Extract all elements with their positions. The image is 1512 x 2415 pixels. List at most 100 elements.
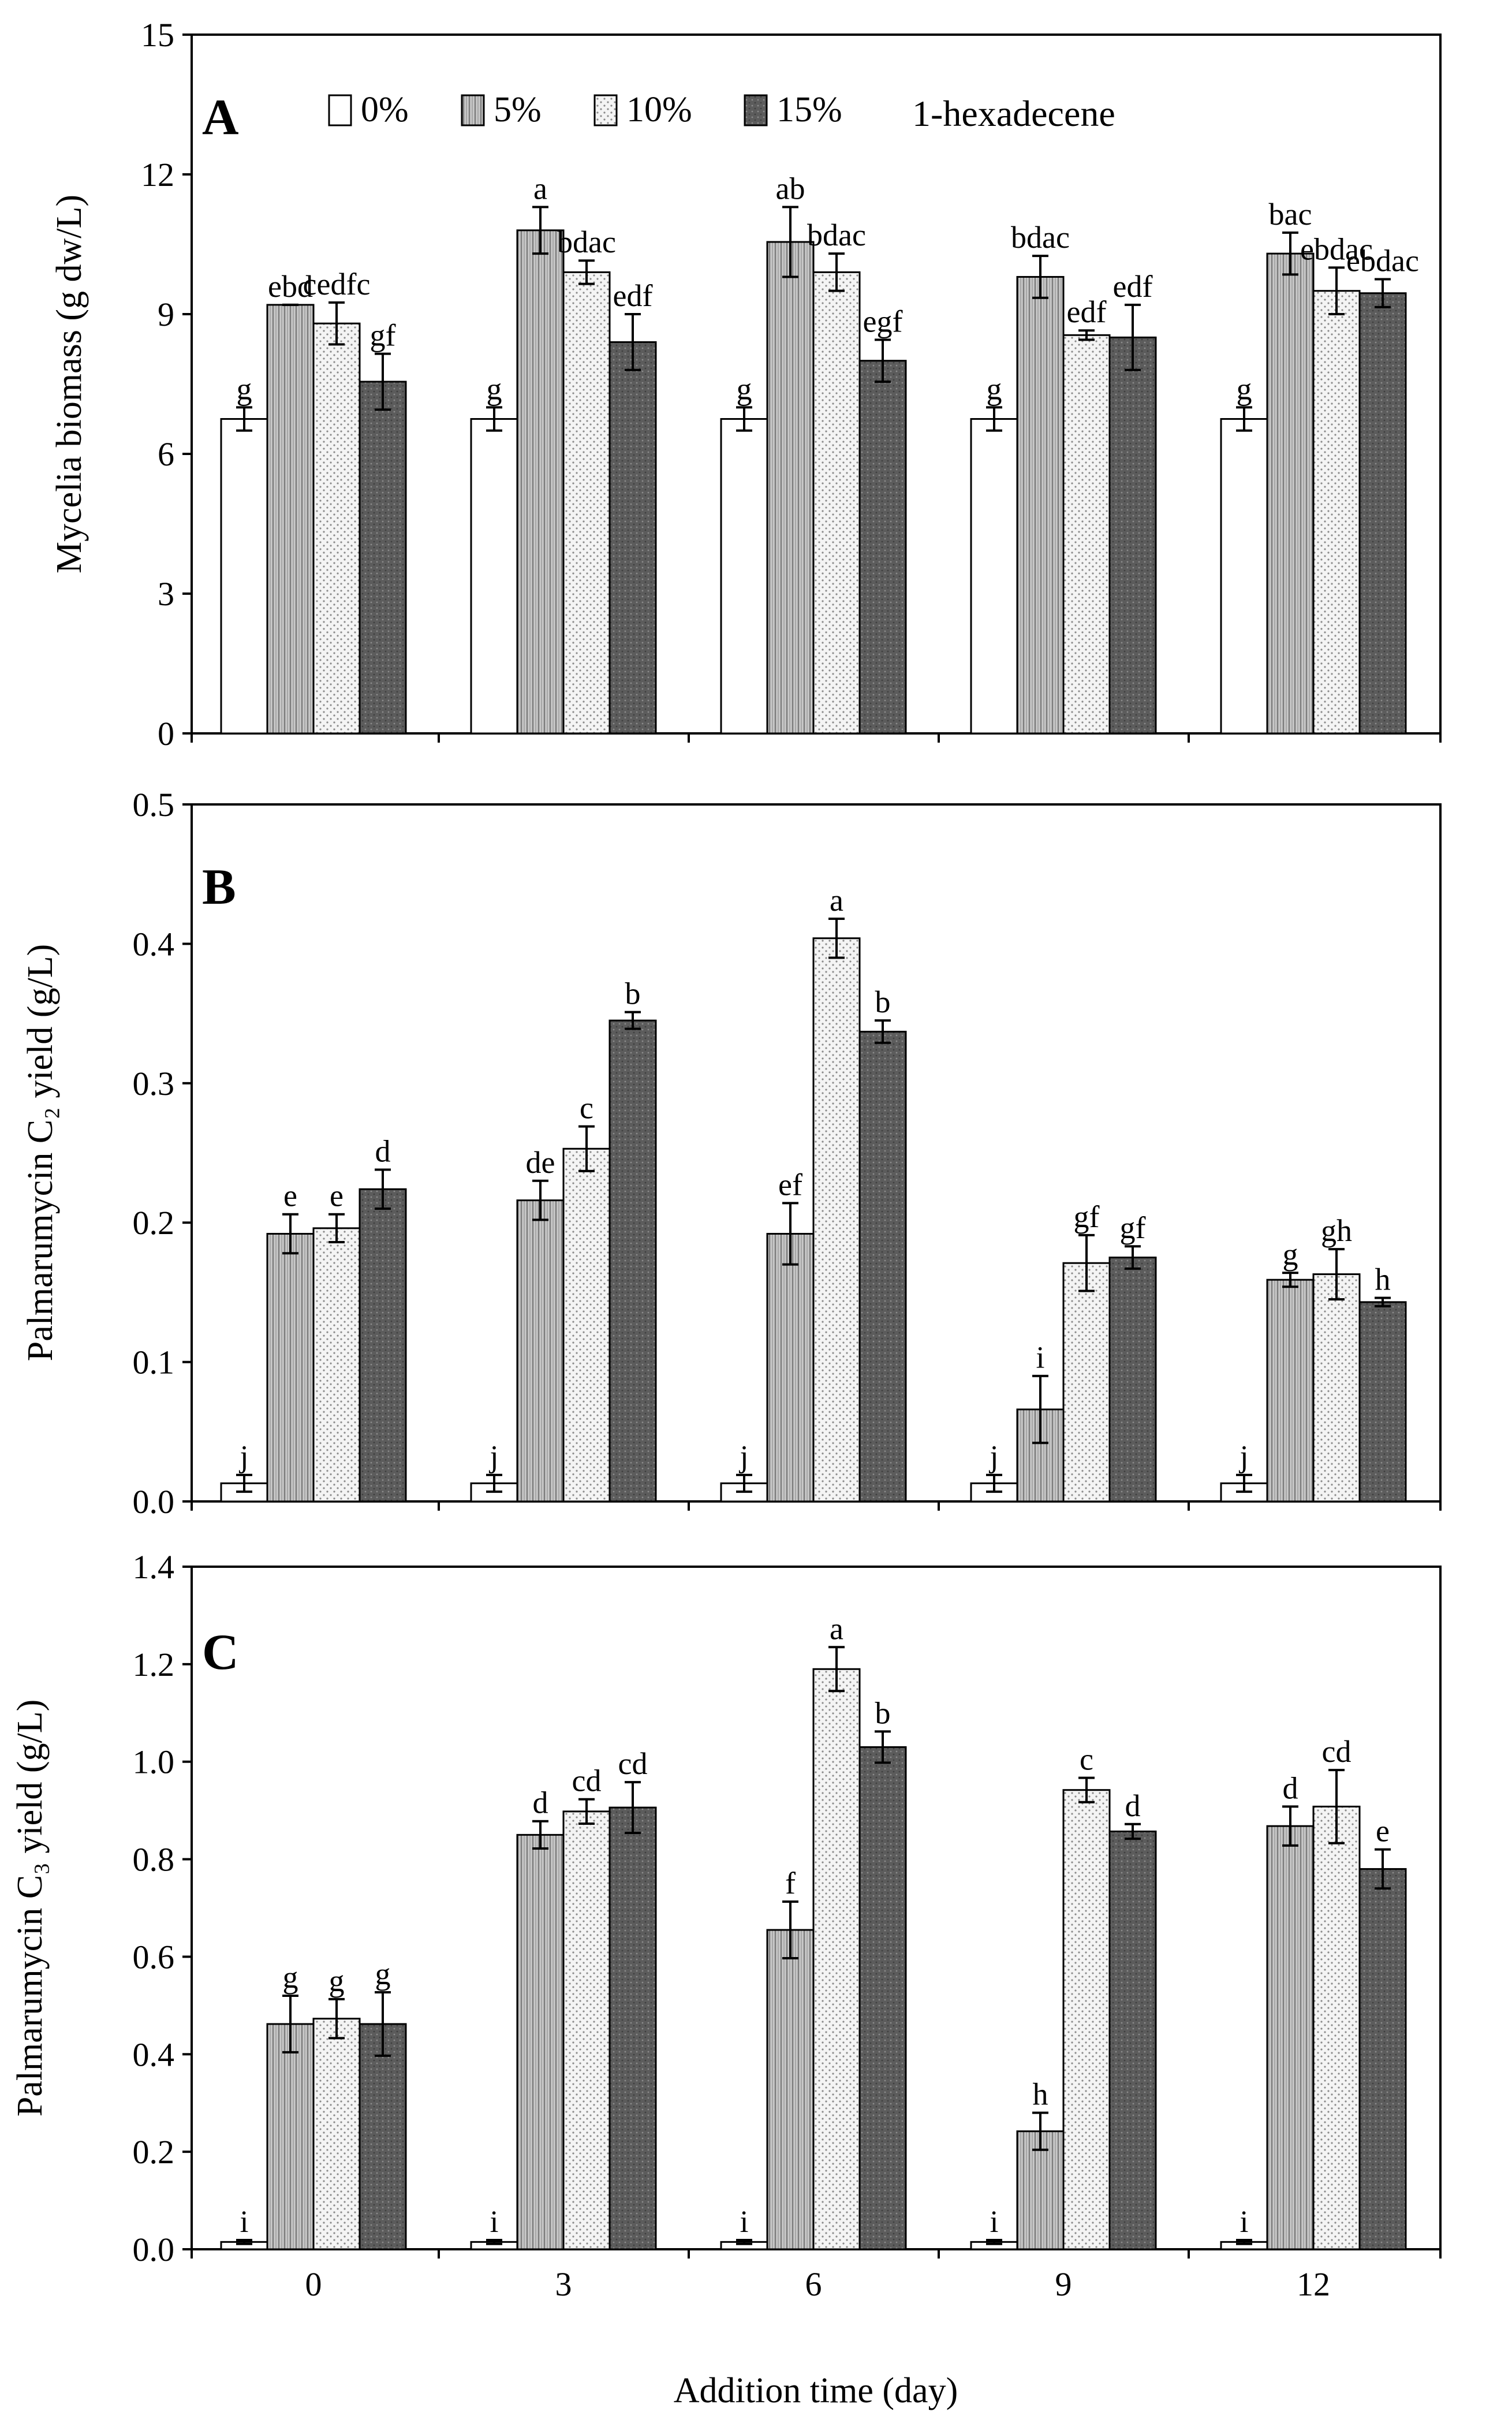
- significance-letter: edf: [1113, 269, 1153, 304]
- bar-5pct-day12: [1266, 1825, 1315, 2250]
- significance-letter: ebd: [268, 269, 313, 304]
- panel-c-y-axis-label: Palmarumycin C₃ yield (g/L): [10, 1700, 50, 2116]
- significance-letter: j: [238, 1439, 248, 1474]
- y-tick-label: 0.2: [133, 2133, 175, 2171]
- bar-0pct-day6: [720, 418, 768, 735]
- significance-letter: g: [375, 1956, 391, 1991]
- bar-5pct-day6: [766, 1929, 815, 2250]
- legend-label-5pct: 5%: [494, 90, 542, 129]
- y-tick-label: 15: [141, 16, 174, 54]
- y-tick-label: 6: [158, 435, 174, 473]
- significance-letter: d: [1283, 1771, 1298, 1805]
- bar-10pct-day0: [312, 2018, 361, 2250]
- bar-0pct-day0: [220, 418, 268, 735]
- bar-15pct-day3: [608, 1806, 657, 2250]
- error-bar: [736, 406, 752, 432]
- bar-0pct-day12: [1220, 418, 1268, 735]
- bar-5pct-day12: [1266, 1279, 1315, 1503]
- legend-swatch-15pct: [744, 94, 768, 126]
- error-bar: [1125, 1823, 1141, 1840]
- panel-a-y-ticks: 0 3 6 9 12 15: [141, 16, 192, 752]
- error-bar: [625, 1011, 641, 1030]
- significance-letter: ef: [778, 1167, 802, 1202]
- legend-label-10pct: 10%: [626, 90, 692, 129]
- legend-swatch-5pct: [461, 94, 485, 126]
- bar-10pct-day9: [1062, 1789, 1111, 2250]
- bar-10pct-day9: [1062, 1262, 1111, 1503]
- y-tick-label: 1.0: [133, 1743, 175, 1781]
- bar-10pct-day12: [1312, 1805, 1361, 2250]
- bar-5pct-day3: [516, 1833, 565, 2250]
- error-bar: [375, 352, 391, 411]
- error-bar: [328, 301, 345, 346]
- error-bar: [986, 1474, 1002, 1493]
- significance-letter: g: [283, 1960, 298, 1995]
- error-bar: [282, 1213, 298, 1255]
- error-bar: [986, 406, 1002, 432]
- bar-0pct-day9: [970, 418, 1018, 735]
- legend: 0% 5% 10% 15% 1-hexadecene: [328, 90, 1115, 134]
- bar-15pct-day3: [608, 1019, 657, 1503]
- significance-letter: de: [526, 1145, 555, 1180]
- significance-letter: i: [490, 2204, 498, 2239]
- bar-5pct-day6: [766, 241, 815, 735]
- error-bar: [1032, 255, 1048, 299]
- significance-letter: ab: [776, 171, 805, 206]
- bar-15pct-day0: [359, 1188, 407, 1503]
- bar-15pct-day3: [608, 341, 657, 735]
- significance-letter: g: [237, 371, 252, 406]
- significance-letter: ebdac: [1346, 244, 1419, 278]
- error-bar: [875, 1730, 891, 1764]
- error-bar: [782, 206, 798, 278]
- panel-c-label: C: [202, 1624, 239, 1680]
- significance-letter: j: [738, 1439, 748, 1474]
- significance-letter: cd: [1322, 1734, 1352, 1769]
- x-tick-label: 6: [805, 2265, 822, 2303]
- significance-letter: bdac: [807, 218, 866, 252]
- error-bar: [736, 1474, 752, 1493]
- significance-letter: i: [240, 2204, 248, 2239]
- significance-letter: gf: [1120, 1210, 1146, 1245]
- significance-letter: j: [988, 1439, 998, 1474]
- error-bar: [625, 313, 641, 371]
- error-bar: [1078, 329, 1095, 341]
- significance-letter: d: [375, 1134, 391, 1168]
- panel-c-y-ticks: 0.0 0.2 0.4 0.6 0.8 1.0 1.2 1.4: [133, 1548, 192, 2268]
- significance-letter: j: [1238, 1439, 1248, 1474]
- error-bar: [1078, 1233, 1095, 1292]
- bar-15pct-day12: [1358, 292, 1407, 735]
- significance-letter: cd: [618, 1746, 648, 1781]
- error-bar: [236, 406, 252, 432]
- significance-letter: h: [1033, 2077, 1048, 2112]
- panel-b-chart: B Palmarumycin C₂ yield (g/L) 0.00.10.20…: [21, 786, 1442, 1520]
- bar-15pct-day9: [1108, 336, 1157, 735]
- significance-letter: cedfc: [303, 267, 371, 301]
- legend-label-0pct: 0%: [361, 90, 409, 129]
- significance-letter: b: [625, 977, 641, 1011]
- significance-letter: egf: [863, 304, 903, 338]
- y-tick-label: 0.5: [133, 786, 175, 823]
- significance-letter: h: [1375, 1262, 1391, 1297]
- x-tick-label: 12: [1297, 2265, 1330, 2303]
- significance-letter: i: [1036, 1340, 1044, 1375]
- bar-10pct-day9: [1062, 334, 1111, 735]
- significance-letter: c: [1080, 1742, 1093, 1777]
- panel-b-y-ticks: 0.0 0.1 0.2 0.3 0.4 0.5: [133, 786, 192, 1520]
- error-bar: [578, 259, 595, 285]
- bar-10pct-day12: [1312, 1273, 1361, 1503]
- error-bar: [1328, 1769, 1345, 1844]
- bar-10pct-day0: [312, 1227, 361, 1503]
- significance-letter: e: [330, 1179, 344, 1213]
- bar-10pct-day6: [812, 1668, 861, 2250]
- y-tick-label: 1.2: [133, 1646, 175, 1683]
- error-bar: [375, 1991, 391, 2057]
- error-bar: [1328, 266, 1345, 315]
- panel-b-x-ticks: [191, 1501, 1442, 1511]
- panel-a-label: A: [202, 90, 239, 146]
- legend-swatch-10pct: [593, 94, 618, 126]
- legend-swatch-0pct: [328, 94, 352, 126]
- y-tick-label: 0.8: [133, 1841, 175, 1879]
- significance-letter: g: [737, 371, 752, 406]
- x-tick-label: 9: [1055, 2265, 1072, 2303]
- error-bar: [532, 1179, 548, 1221]
